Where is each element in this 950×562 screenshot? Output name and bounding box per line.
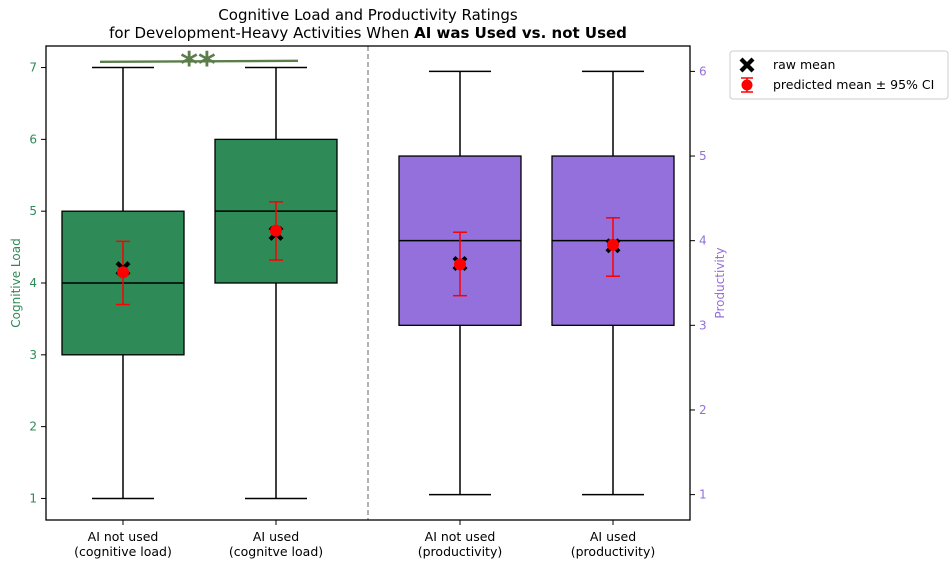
right-axis-label: Productivity bbox=[713, 247, 727, 318]
box-1-predicted-mean bbox=[117, 266, 129, 279]
chart-title-line1: Cognitive Load and Productivity Ratings bbox=[218, 6, 518, 24]
legend-predicted-label: predicted mean ± 95% CI bbox=[773, 77, 934, 92]
left-tick-label: 6 bbox=[29, 132, 37, 146]
box-2 bbox=[214, 66, 338, 500]
category-label-3-line2: (productivity) bbox=[418, 544, 502, 559]
left-tick-label: 3 bbox=[29, 348, 37, 362]
right-tick-label: 3 bbox=[699, 318, 707, 332]
chart-title-line2-prefix: for Development-Heavy Activities When bbox=[109, 24, 414, 42]
left-tick-label: 5 bbox=[29, 204, 37, 218]
legend-raw-mean-label: raw mean bbox=[773, 57, 835, 72]
left-tick-label: 2 bbox=[29, 420, 37, 434]
box-3 bbox=[398, 70, 522, 496]
legend-predicted-marker bbox=[741, 77, 753, 93]
category-labels: AI not used (cognitive load) AI used (co… bbox=[74, 529, 655, 559]
left-tick-label: 1 bbox=[29, 491, 37, 505]
left-tick-label: 7 bbox=[29, 61, 37, 75]
category-label-2-line1: AI used bbox=[253, 529, 299, 544]
category-label-1-line2: (cognitive load) bbox=[74, 544, 172, 559]
left-tick-label: 4 bbox=[29, 276, 37, 290]
category-label-3-line1: AI not used bbox=[425, 529, 496, 544]
category-label-1-line1: AI not used bbox=[88, 529, 159, 544]
right-tick-label: 5 bbox=[699, 149, 707, 163]
plot-area: ** 1 2 3 4 5 6 7 1 2 3 4 5 6 bbox=[29, 45, 707, 525]
significance-label: ** bbox=[180, 45, 216, 85]
box-3-predicted-mean bbox=[454, 258, 466, 271]
box-1 bbox=[61, 66, 185, 500]
chart-title-line2-bold: AI was Used vs. not Used bbox=[414, 24, 627, 42]
legend-frame bbox=[729, 50, 949, 100]
box-4 bbox=[551, 70, 675, 496]
legend: raw mean predicted mean ± 95% CI bbox=[729, 50, 949, 100]
box-4-predicted-mean bbox=[607, 238, 619, 251]
chart-title-line2: for Development-Heavy Activities When AI… bbox=[109, 24, 627, 42]
legend-raw-mean-marker bbox=[739, 57, 755, 73]
significance-bracket: ** bbox=[99, 45, 299, 85]
right-tick-label: 2 bbox=[699, 403, 707, 417]
right-tick-label: 6 bbox=[699, 64, 707, 78]
category-label-4-line1: AI used bbox=[590, 529, 636, 544]
category-label-2-line2: (cognitve load) bbox=[229, 544, 323, 559]
right-tick-label: 1 bbox=[699, 488, 707, 502]
category-label-4-line2: (productivity) bbox=[571, 544, 655, 559]
right-tick-label: 4 bbox=[699, 234, 707, 248]
box-2-predicted-mean bbox=[270, 224, 282, 237]
left-axis-label: Cognitive Load bbox=[9, 238, 23, 327]
